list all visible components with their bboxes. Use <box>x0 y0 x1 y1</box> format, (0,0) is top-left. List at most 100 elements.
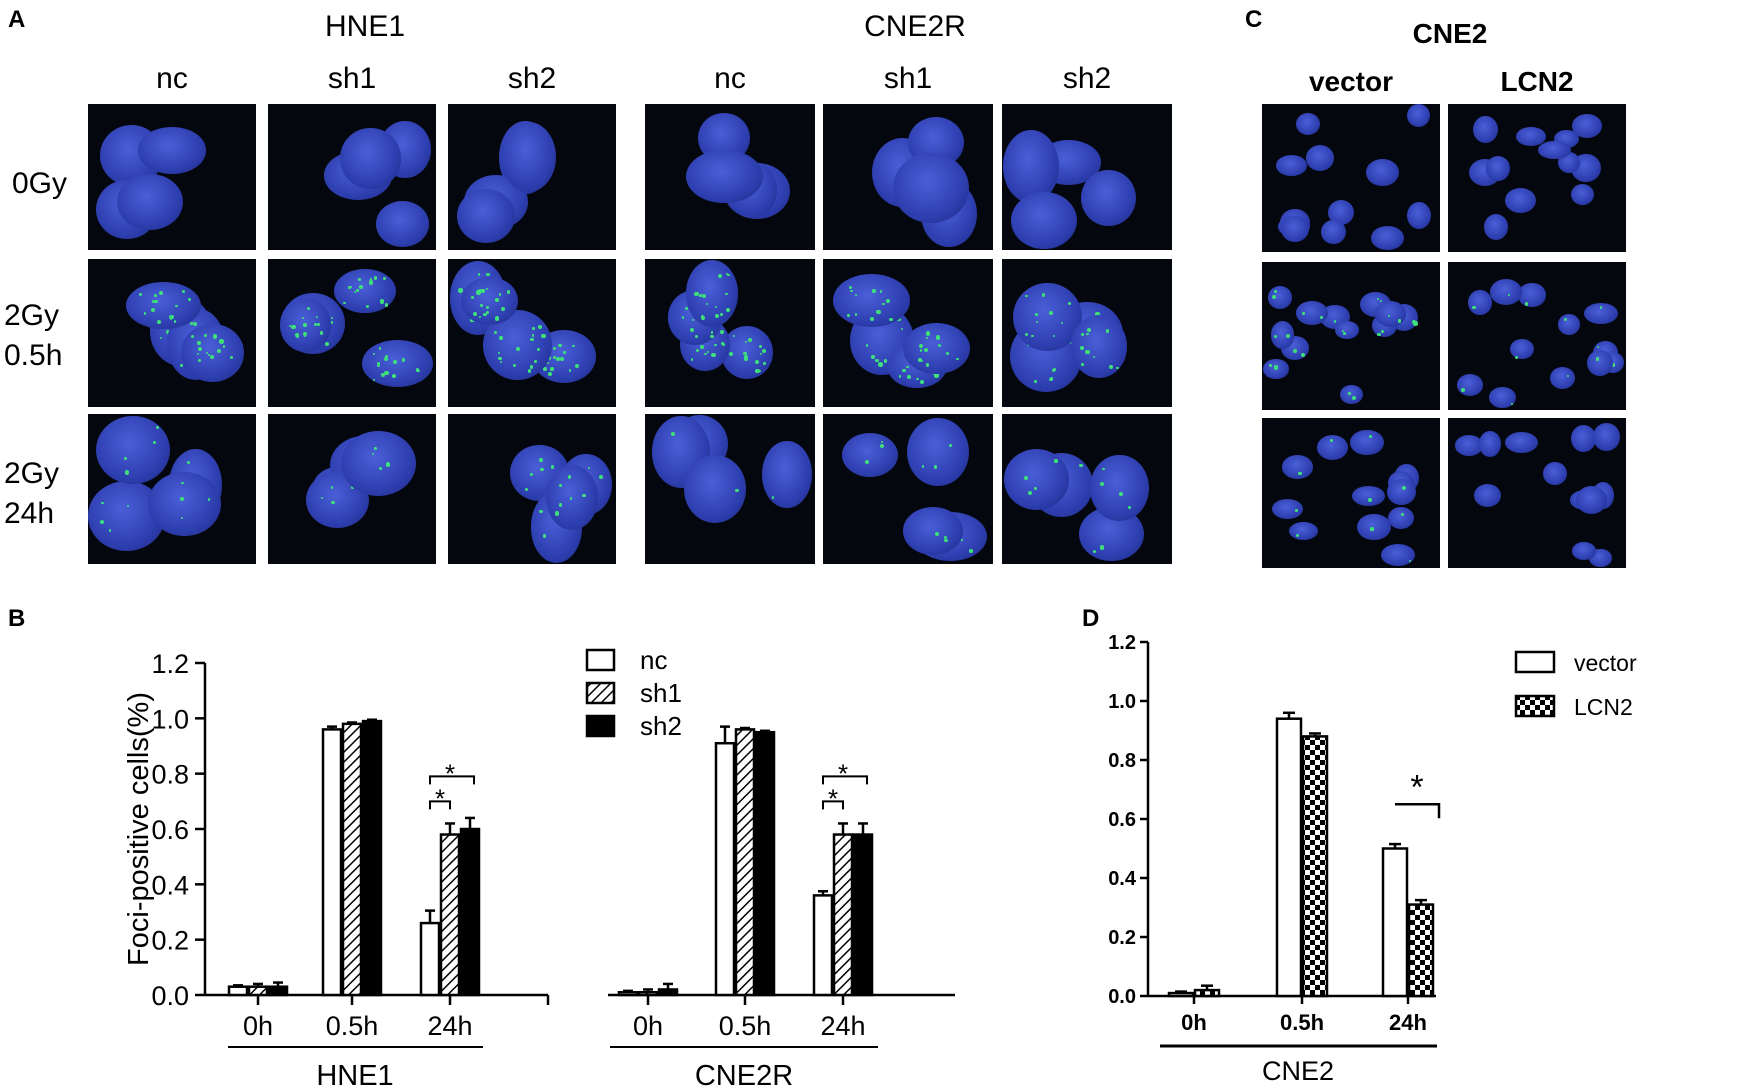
micrograph-c-r2-c0 <box>1262 418 1440 568</box>
micrograph-a-r0-c0 <box>88 104 256 250</box>
focus-dot <box>568 369 571 372</box>
focus-dot <box>498 293 501 296</box>
focus-dot <box>527 368 532 373</box>
focus-dot <box>550 465 555 469</box>
focus-dot <box>1092 549 1096 554</box>
focus-dot <box>180 516 183 520</box>
focus-dot <box>477 273 480 276</box>
legend-label-sh1: sh1 <box>640 678 682 708</box>
focus-dot <box>936 335 941 340</box>
nucleus <box>1456 374 1483 396</box>
nucleus <box>1489 279 1523 306</box>
micrograph-a-r1-c3 <box>645 259 815 407</box>
focus-dot <box>1025 294 1028 298</box>
nucleus <box>1350 429 1384 456</box>
col-label-hne1-sh2: sh2 <box>507 62 557 95</box>
focus-dot <box>143 312 147 315</box>
nucleus <box>1317 434 1349 460</box>
focus-dot <box>175 304 178 308</box>
focus-dot <box>906 365 909 369</box>
focus-dot <box>720 312 724 316</box>
focus-dot <box>880 443 885 448</box>
focus-dot <box>1052 334 1056 338</box>
focus-dot <box>1108 364 1114 370</box>
focus-dot <box>889 317 894 322</box>
nucleus <box>1584 302 1619 324</box>
focus-dot <box>1369 435 1373 439</box>
focus-dot <box>1514 355 1518 359</box>
focus-dot <box>743 355 748 360</box>
bar-sh2 <box>657 988 679 997</box>
focus-dot <box>384 354 389 359</box>
significance-star: * <box>445 758 455 788</box>
focus-dot <box>1596 346 1599 349</box>
focus-dot <box>901 328 904 331</box>
micrograph-a-r2-c2 <box>448 414 616 564</box>
focus-dot <box>219 339 224 344</box>
focus-dot <box>744 340 748 344</box>
focus-dot <box>543 367 547 371</box>
focus-dot <box>902 368 906 372</box>
panel-letter-a: A <box>8 6 26 33</box>
focus-dot <box>702 294 707 299</box>
focus-dot <box>699 345 704 350</box>
focus-dot <box>1377 332 1382 337</box>
focus-dot <box>864 459 869 464</box>
focus-dot <box>1116 366 1120 370</box>
x-tick-label: 0.5h <box>1280 1010 1324 1035</box>
focus-dot <box>762 349 767 354</box>
focus-dot <box>197 346 202 351</box>
focus-dot <box>1413 321 1418 326</box>
nucleus <box>1271 499 1303 519</box>
focus-dot <box>99 519 105 525</box>
focus-dot <box>158 291 163 296</box>
focus-dot <box>944 538 948 542</box>
focus-dot <box>879 290 883 293</box>
focus-dot <box>727 273 730 277</box>
micrograph-a-r2-c5 <box>1002 414 1172 564</box>
legend-swatch-sh1 <box>585 681 616 705</box>
micrograph-c-r0-c1 <box>1448 104 1626 252</box>
focus-dot <box>155 426 159 429</box>
focus-dot <box>1567 375 1570 378</box>
focus-dot <box>876 310 881 315</box>
nucleus <box>685 149 763 204</box>
bar-sh1 <box>832 833 854 997</box>
focus-dot <box>373 352 376 355</box>
micrograph-a-r2-c4 <box>823 414 993 564</box>
focus-dot <box>380 372 385 377</box>
focus-dot <box>945 351 950 356</box>
focus-dot <box>710 335 714 339</box>
nucleus <box>761 441 812 509</box>
nucleus <box>1406 104 1430 128</box>
focus-dot <box>880 440 884 444</box>
nucleus <box>1381 543 1415 567</box>
row-label-line1: 2Gy <box>4 299 60 332</box>
focus-dot <box>481 289 485 293</box>
focus-dot <box>1274 335 1278 339</box>
nucleus <box>1011 191 1077 250</box>
y-tick-label: 0.4 <box>1108 868 1137 890</box>
focus-dot <box>726 308 731 313</box>
focus-dot <box>1128 505 1132 509</box>
nucleus <box>1510 339 1534 360</box>
focus-dot <box>1099 481 1104 486</box>
focus-dot <box>485 306 489 309</box>
nucleus <box>1467 289 1492 316</box>
bar-sh2 <box>361 719 383 997</box>
y-tick-label: 0.2 <box>151 926 189 956</box>
focus-dot <box>1051 368 1056 373</box>
focus-dot <box>539 509 543 513</box>
focus-dot <box>748 337 752 342</box>
focus-dot <box>1563 317 1567 321</box>
bar-vector <box>1167 991 1195 998</box>
bar-sh1 <box>734 728 756 997</box>
focus-dot <box>222 345 226 348</box>
nucleus <box>180 324 244 382</box>
focus-dot <box>532 327 535 330</box>
focus-dot <box>1054 459 1058 463</box>
legend-swatch-sh2 <box>585 714 616 738</box>
focus-dot <box>478 315 481 318</box>
nucleus <box>1472 115 1499 143</box>
legend-swatch-LCN2 <box>1514 694 1556 718</box>
